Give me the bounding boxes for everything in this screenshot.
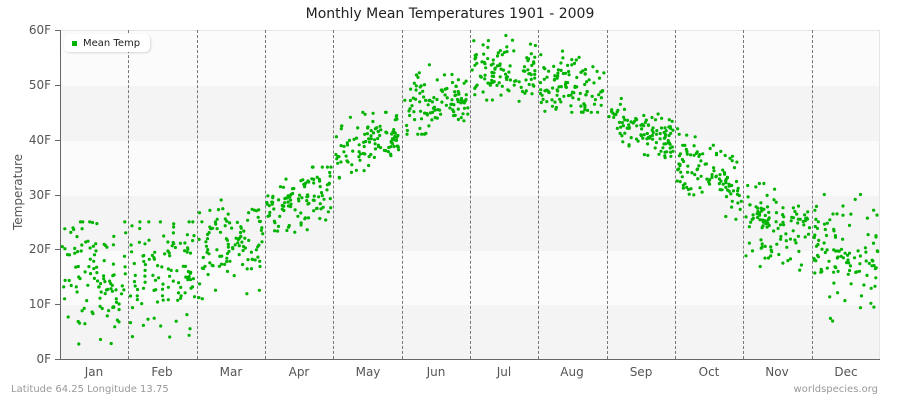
- legend-swatch-icon: [72, 40, 77, 46]
- x-tick-label: Jan: [84, 365, 104, 379]
- month-separator: [402, 30, 403, 359]
- month-separator: [470, 30, 471, 359]
- y-tick-label: 0F: [36, 352, 51, 366]
- band-50-60: [60, 31, 879, 86]
- x-tick-label: May: [355, 365, 381, 379]
- band-30-40: [60, 141, 879, 196]
- legend[interactable]: Mean Temp: [64, 34, 151, 52]
- source-caption: worldspecies.org: [793, 384, 878, 395]
- month-separator: [265, 30, 266, 359]
- plot-area: [60, 30, 880, 360]
- x-axis: [60, 359, 880, 360]
- x-tick-label: Oct: [698, 365, 720, 379]
- y-tick-label: 60F: [28, 23, 51, 37]
- x-tick-label: Nov: [765, 365, 789, 379]
- band-40-50: [60, 86, 879, 141]
- y-tick-mark: [55, 85, 60, 86]
- y-tick-mark: [55, 359, 60, 360]
- x-tick-label: Jun: [426, 365, 446, 379]
- y-tick-mark: [55, 195, 60, 196]
- band-0-10: [60, 305, 879, 360]
- band-10-20: [60, 251, 879, 305]
- month-separator: [812, 30, 813, 359]
- month-separator: [607, 30, 608, 359]
- x-tick-label: Sep: [629, 365, 653, 379]
- month-separator: [743, 30, 744, 359]
- y-axis-title: Temperature: [11, 154, 25, 231]
- x-tick-label: Jul: [496, 365, 512, 379]
- x-tick-label: Feb: [151, 365, 173, 379]
- month-separator: [675, 30, 676, 359]
- y-tick-label: 20F: [28, 242, 51, 256]
- y-tick-label: 50F: [28, 78, 51, 92]
- y-tick-mark: [55, 249, 60, 250]
- month-separator: [333, 30, 334, 359]
- location-caption: Latitude 64.25 Longitude 13.75: [11, 384, 169, 395]
- x-tick-label: Aug: [560, 365, 584, 379]
- x-tick-label: Apr: [288, 365, 310, 379]
- y-tick-mark: [55, 304, 60, 305]
- band-20-30: [60, 196, 879, 251]
- month-separator: [538, 30, 539, 359]
- x-tick-label: Dec: [834, 365, 858, 379]
- y-axis: [60, 30, 61, 360]
- legend-label: Mean Temp: [83, 37, 141, 49]
- y-tick-label: 30F: [28, 188, 51, 202]
- chart-title: Monthly Mean Temperatures 1901 - 2009: [305, 6, 595, 22]
- y-tick-label: 40F: [28, 133, 51, 147]
- y-tick-label: 10F: [28, 297, 51, 311]
- y-tick-mark: [55, 30, 60, 31]
- y-tick-mark: [55, 140, 60, 141]
- x-tick-label: Mar: [219, 365, 243, 379]
- month-separator: [128, 30, 129, 359]
- month-separator: [197, 30, 198, 359]
